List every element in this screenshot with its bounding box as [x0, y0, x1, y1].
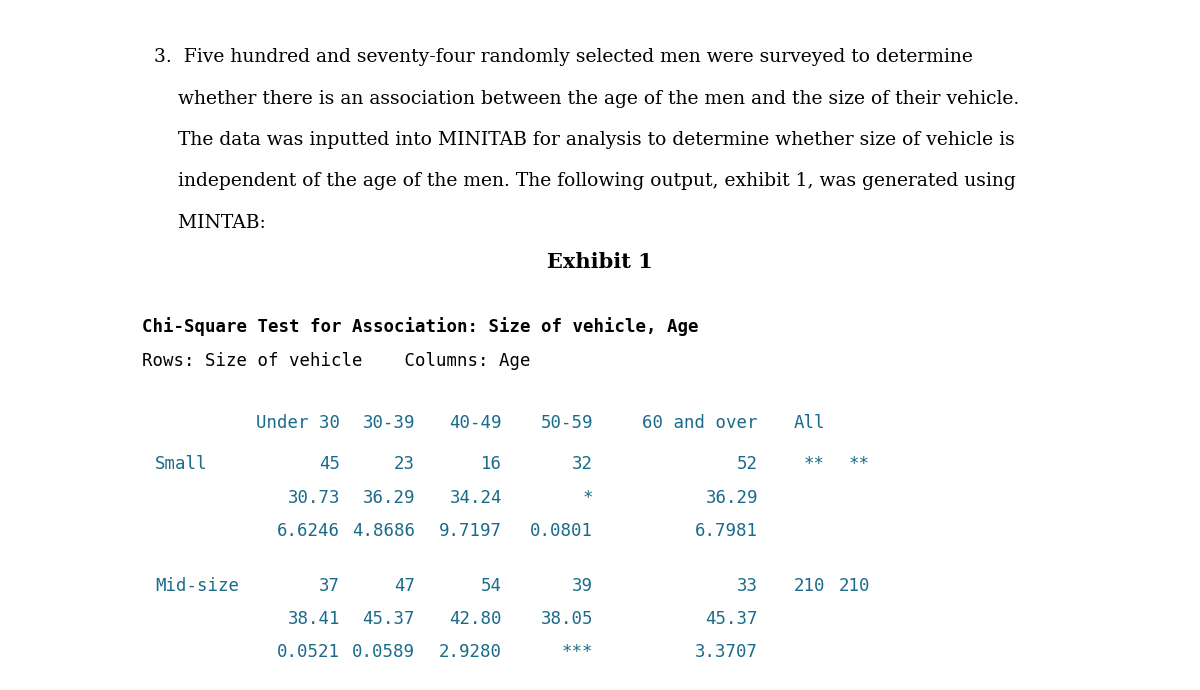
- Text: 37: 37: [319, 577, 340, 595]
- Text: 34.24: 34.24: [450, 489, 502, 506]
- Text: 6.6246: 6.6246: [277, 522, 340, 540]
- Text: Rows: Size of vehicle    Columns: Age: Rows: Size of vehicle Columns: Age: [142, 352, 530, 370]
- Text: 45.37: 45.37: [362, 610, 415, 628]
- Text: 47: 47: [394, 577, 415, 595]
- Text: 45: 45: [319, 455, 340, 473]
- Text: Small: Small: [155, 455, 208, 473]
- Text: 60 and over: 60 and over: [642, 414, 758, 432]
- Text: Mid-size: Mid-size: [155, 577, 239, 595]
- Text: 2.9280: 2.9280: [439, 643, 502, 661]
- Text: ***: ***: [562, 643, 593, 661]
- Text: **: **: [804, 455, 826, 473]
- Text: 210: 210: [839, 577, 870, 595]
- Text: 42.80: 42.80: [450, 610, 502, 628]
- Text: 3.  Five hundred and seventy-four randomly selected men were surveyed to determi: 3. Five hundred and seventy-four randoml…: [154, 48, 972, 66]
- Text: 30.73: 30.73: [288, 489, 340, 506]
- Text: 38.41: 38.41: [288, 610, 340, 628]
- Text: Chi-Square Test for Association: Size of vehicle, Age: Chi-Square Test for Association: Size of…: [142, 317, 698, 337]
- Text: Under 30: Under 30: [256, 414, 340, 432]
- Text: 16: 16: [481, 455, 502, 473]
- Text: independent of the age of the men. The following output, exhibit 1, was generate: independent of the age of the men. The f…: [154, 172, 1015, 190]
- Text: 0.0521: 0.0521: [277, 643, 340, 661]
- Text: 54: 54: [481, 577, 502, 595]
- Text: whether there is an association between the age of the men and the size of their: whether there is an association between …: [154, 90, 1019, 108]
- Text: 4.8686: 4.8686: [352, 522, 415, 540]
- Text: 23: 23: [394, 455, 415, 473]
- Text: 32: 32: [572, 455, 593, 473]
- Text: 40-49: 40-49: [450, 414, 502, 432]
- Text: 36.29: 36.29: [362, 489, 415, 506]
- Text: 3.3707: 3.3707: [695, 643, 758, 661]
- Text: MINTAB:: MINTAB:: [154, 214, 265, 232]
- Text: 0.0589: 0.0589: [352, 643, 415, 661]
- Text: Exhibit 1: Exhibit 1: [547, 252, 653, 272]
- Text: 45.37: 45.37: [706, 610, 758, 628]
- Text: 33: 33: [737, 577, 758, 595]
- Text: All: All: [793, 414, 826, 432]
- Text: *: *: [582, 489, 593, 506]
- Text: 39: 39: [572, 577, 593, 595]
- Text: 50-59: 50-59: [540, 414, 593, 432]
- Text: **: **: [850, 455, 870, 473]
- Text: 30-39: 30-39: [362, 414, 415, 432]
- Text: 38.05: 38.05: [540, 610, 593, 628]
- Text: 210: 210: [793, 577, 826, 595]
- Text: The data was inputted into MINITAB for analysis to determine whether size of veh: The data was inputted into MINITAB for a…: [154, 131, 1014, 149]
- Text: 0.0801: 0.0801: [530, 522, 593, 540]
- Text: 52: 52: [737, 455, 758, 473]
- Text: 9.7197: 9.7197: [439, 522, 502, 540]
- Text: 6.7981: 6.7981: [695, 522, 758, 540]
- Text: 36.29: 36.29: [706, 489, 758, 506]
